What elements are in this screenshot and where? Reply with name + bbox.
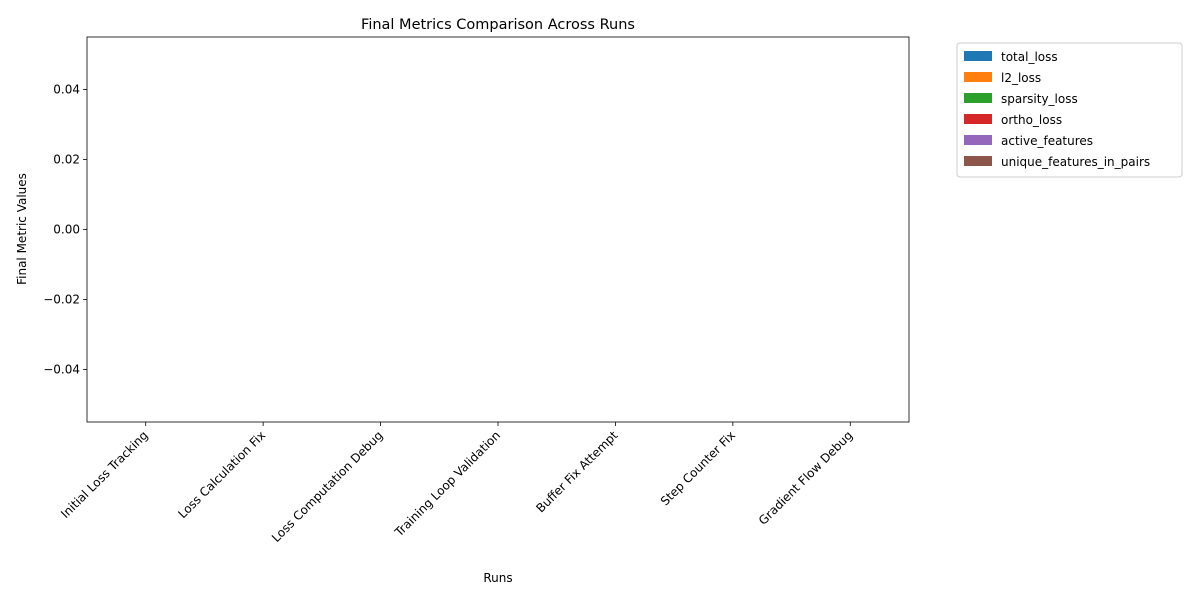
legend-label-total_loss: total_loss (1001, 50, 1058, 64)
plot-frame (86, 36, 910, 423)
legend-swatch-l2_loss (964, 72, 992, 82)
x-tick-label: Loss Calculation Fix (175, 428, 268, 521)
y-tick-label: 0.02 (53, 153, 80, 167)
legend-label-unique_features_in_pairs: unique_features_in_pairs (1001, 155, 1150, 169)
legend-swatch-total_loss (964, 51, 992, 61)
legend-swatch-ortho_loss (964, 114, 992, 124)
chart-title: Final Metrics Comparison Across Runs (361, 17, 635, 33)
y-tick-label: −0.02 (43, 293, 80, 307)
legend-label-active_features: active_features (1001, 134, 1093, 148)
y-tick-label: 0.00 (53, 223, 80, 237)
legend-label-ortho_loss: ortho_loss (1001, 113, 1062, 127)
legend-box (956, 42, 1183, 178)
legend-label-sparsity_loss: sparsity_loss (1001, 92, 1078, 106)
y-tick-label: −0.04 (43, 363, 80, 377)
legend-swatch-unique_features_in_pairs (964, 156, 992, 166)
legend: total_loss l2_loss sparsity_loss ortho_loss… (956, 42, 1183, 178)
legend-swatch-sparsity_loss (964, 93, 992, 103)
x-tick-label: Initial Loss Tracking (58, 428, 151, 521)
x-tick-label: Loss Computation Debug (269, 428, 386, 545)
x-tick-label: Gradient Flow Debug (756, 428, 856, 528)
x-axis-label: Runs (483, 571, 512, 585)
legend-label-l2_loss: l2_loss (1001, 71, 1041, 85)
x-tick-label: Step Counter Fix (658, 428, 738, 508)
x-tick-label: Training Loop Validation (391, 428, 503, 540)
x-tick-label: Buffer Fix Attempt (533, 428, 620, 515)
y-axis-label: Final Metric Values (15, 173, 29, 285)
legend-swatch-active_features (964, 135, 992, 145)
plot-area: −0.04 −0.02 0.00 0.02 0.04 Initial Loss Track… (43, 36, 910, 545)
y-tick-label: 0.04 (53, 83, 80, 97)
